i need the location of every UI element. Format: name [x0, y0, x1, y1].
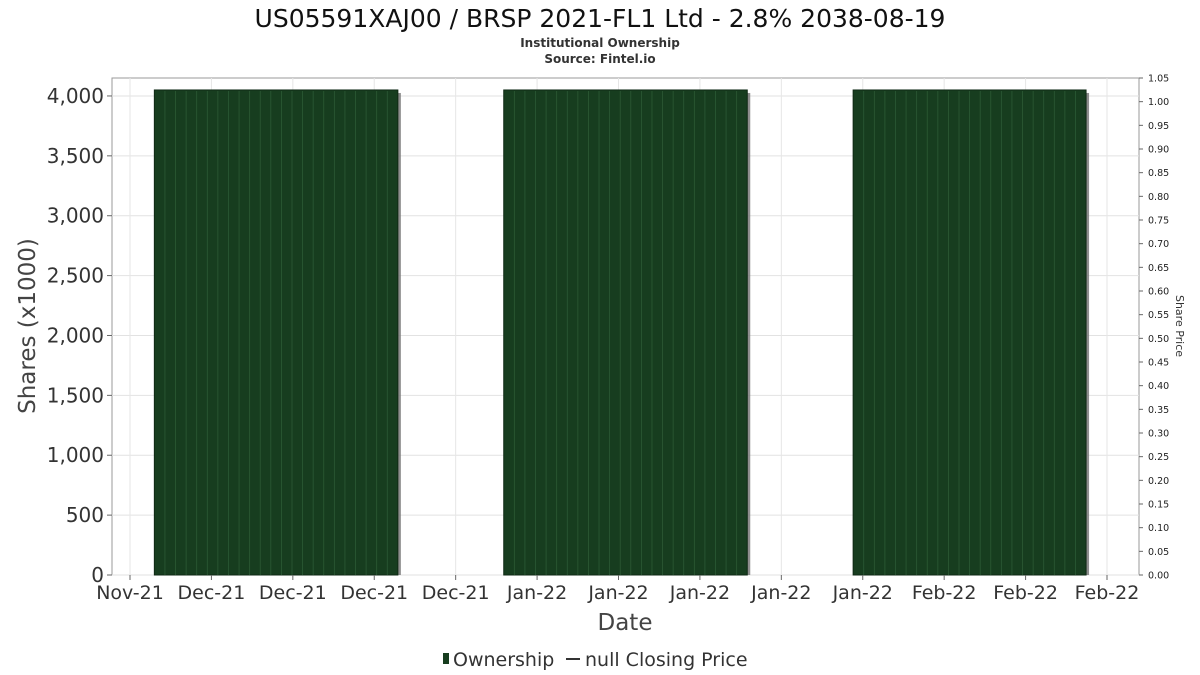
- y-right-tick-label: 0.80: [1148, 192, 1169, 203]
- y-tick-label: 1,000: [47, 443, 104, 467]
- chart-subtitle: Institutional Ownership: [520, 36, 680, 50]
- y-tick-label: 4,000: [47, 84, 104, 108]
- x-tick-label: Dec-21: [340, 582, 408, 604]
- y-axis-label: Shares (x1000): [15, 238, 41, 414]
- legend: Ownership null Closing Price: [443, 649, 748, 671]
- y-right-tick-label: 0.35: [1148, 405, 1169, 416]
- y-tick-label: 1,500: [47, 383, 104, 407]
- y-right-tick-label: 0.45: [1148, 358, 1169, 369]
- y-right-tick-label: 0.95: [1148, 121, 1169, 132]
- y-right-tick-label: 0.55: [1148, 310, 1169, 321]
- x-tick-label: Jan-22: [832, 582, 893, 604]
- x-tick-label: Jan-22: [669, 582, 730, 604]
- y-right-tick-label: 0.15: [1148, 500, 1169, 511]
- y-tick-label: 500: [66, 503, 104, 527]
- x-tick-label: Dec-21: [259, 582, 327, 604]
- y-tick-label: 3,500: [47, 144, 104, 168]
- x-tick-label: Dec-21: [178, 582, 246, 604]
- x-tick-label: Jan-22: [506, 582, 567, 604]
- legend-ownership-label: Ownership: [453, 649, 554, 671]
- y-right-tick-label: 0.20: [1148, 476, 1169, 487]
- y-right-tick-label: 0.85: [1148, 168, 1169, 179]
- y-right-tick-label: 0.25: [1148, 452, 1169, 463]
- x-tick-label: Nov-21: [96, 582, 164, 604]
- y-right-tick-label: 0.75: [1148, 216, 1169, 227]
- y-right-tick-label: 1.00: [1148, 97, 1169, 108]
- ownership-bar: [153, 89, 399, 576]
- legend-ownership-swatch: [443, 653, 449, 664]
- y-tick-label: 3,000: [47, 204, 104, 228]
- y-right-tick-label: 0.40: [1148, 381, 1169, 392]
- x-tick-label: Dec-21: [422, 582, 490, 604]
- y-right-tick-label: 0.60: [1148, 287, 1169, 298]
- chart-title: US05591XAJ00 / BRSP 2021-FL1 Ltd - 2.8% …: [255, 4, 946, 33]
- y-tick-label: 2,500: [47, 264, 104, 288]
- chart-source: Source: Fintel.io: [544, 52, 655, 66]
- y-right-tick-label: 1.05: [1148, 74, 1169, 85]
- y-axis-right-label: Share Price: [1173, 295, 1186, 357]
- ownership-bars: [153, 89, 1090, 576]
- x-tick-label: Feb-22: [993, 582, 1058, 604]
- y-tick-label: 2,000: [47, 323, 104, 347]
- x-tick-label: Feb-22: [912, 582, 977, 604]
- x-tick-label: Feb-22: [1075, 582, 1140, 604]
- y-right-tick-label: 0.70: [1148, 239, 1169, 250]
- legend-closing-price-label: null Closing Price: [585, 649, 748, 671]
- y-right-tick-label: 0.10: [1148, 523, 1169, 534]
- y-right-tick-label: 0.65: [1148, 263, 1169, 274]
- x-tick-label: Jan-22: [587, 582, 648, 604]
- x-tick-label: Jan-22: [750, 582, 811, 604]
- y-right-tick-label: 0.30: [1148, 429, 1169, 440]
- axes: 0 500 1,000 1,500 2,000 2,500 3,000 3,500 4,000 0…: [47, 74, 1169, 605]
- y-right-tick-label: 0.05: [1148, 547, 1169, 558]
- y-right-tick-label: 0.50: [1148, 334, 1169, 345]
- y-right-tick-label: 0.90: [1148, 145, 1169, 156]
- y-right-tick-label: 0.00: [1148, 571, 1169, 582]
- y-tick-label: 0: [91, 563, 104, 587]
- ownership-bar: [503, 89, 748, 576]
- x-axis-label: Date: [598, 610, 653, 636]
